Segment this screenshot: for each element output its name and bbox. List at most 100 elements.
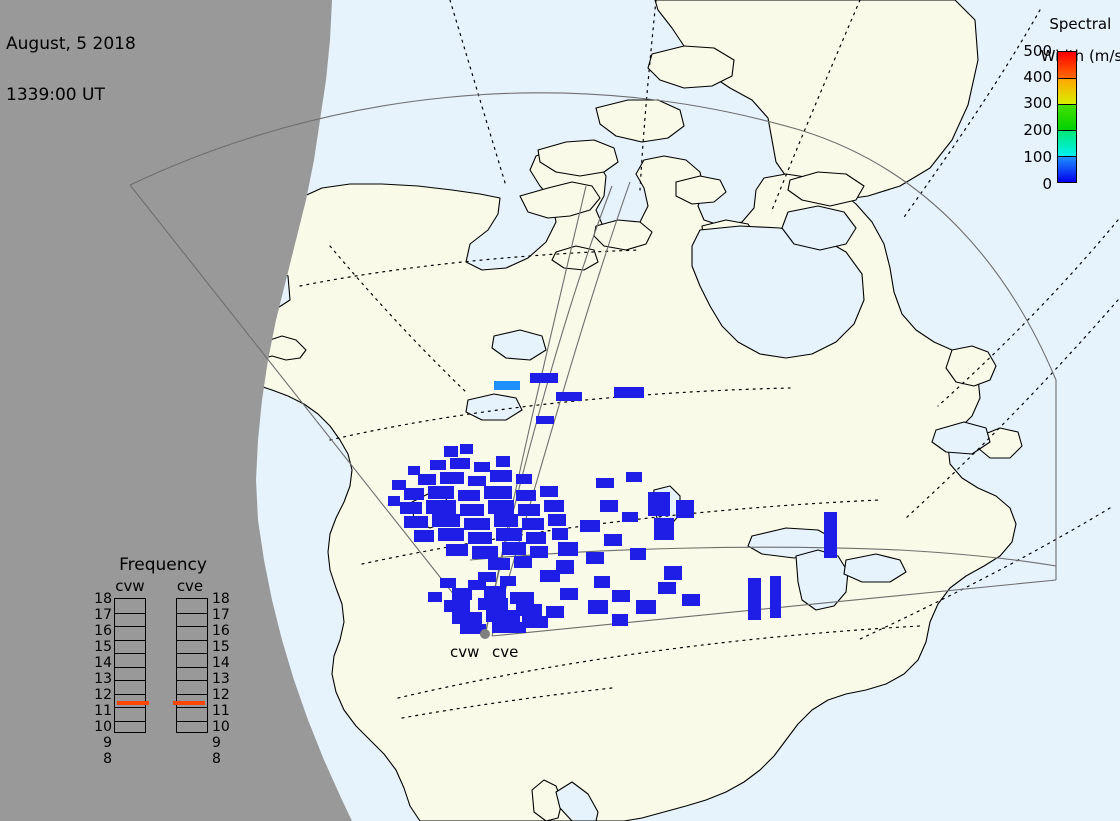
cell bbox=[558, 542, 578, 556]
freq-label-16: 16 bbox=[94, 623, 112, 639]
cell bbox=[530, 546, 548, 558]
freq-label-18: 18 bbox=[212, 591, 230, 607]
freq-tick-11 bbox=[177, 693, 207, 695]
freq-label-18: 18 bbox=[94, 591, 112, 607]
freq-label-9: 9 bbox=[103, 735, 112, 751]
freq-tick-13 bbox=[177, 666, 207, 668]
cell bbox=[460, 624, 486, 634]
great-slave-lake bbox=[465, 393, 523, 421]
cell bbox=[516, 474, 532, 484]
cell bbox=[612, 614, 628, 626]
cell bbox=[536, 416, 554, 424]
cell bbox=[600, 500, 618, 512]
colorbar-tick-labels: 500 400 300 200 100 0 bbox=[1004, 40, 1052, 195]
freq-tick-11 bbox=[115, 693, 145, 695]
great-bear-lake bbox=[491, 329, 547, 361]
backscatter-cells bbox=[388, 373, 837, 634]
freq-tick-13 bbox=[115, 666, 145, 668]
grid-parallel-5 bbox=[401, 687, 613, 719]
cell bbox=[604, 534, 622, 546]
baja-california bbox=[531, 779, 563, 821]
cell bbox=[510, 592, 534, 604]
frequency-panel: Frequency cvw cve bbox=[92, 556, 234, 788]
labrador-land bbox=[945, 345, 997, 387]
freq-tick-14 bbox=[177, 653, 207, 654]
cell bbox=[636, 600, 656, 614]
colorbar-tick-500: 500 bbox=[1023, 42, 1052, 60]
colorbar-segment-200-300 bbox=[1058, 104, 1076, 130]
freq-label-17: 17 bbox=[212, 607, 230, 623]
colorbar-tick-100: 100 bbox=[1023, 148, 1052, 166]
cell bbox=[748, 578, 761, 620]
timestamp-time: 1339:00 UT bbox=[6, 85, 105, 105]
freq-label-11: 11 bbox=[212, 703, 230, 719]
cell bbox=[426, 500, 456, 514]
grid-meridian-6 bbox=[857, 507, 1111, 641]
freq-label-17: 17 bbox=[94, 607, 112, 623]
grid-parallel-2 bbox=[329, 387, 791, 441]
cell bbox=[626, 472, 642, 482]
freq-label-10: 10 bbox=[212, 719, 230, 735]
colorbar-segment-100-200 bbox=[1058, 130, 1076, 156]
freq-label-15: 15 bbox=[94, 639, 112, 655]
site-label-cvw: cvw bbox=[450, 643, 480, 661]
cell bbox=[474, 462, 490, 472]
freq-label-13: 13 bbox=[94, 671, 112, 687]
cell bbox=[428, 592, 442, 602]
freq-tick-9 bbox=[177, 720, 207, 722]
freq-tick-10 bbox=[115, 707, 145, 708]
cell bbox=[544, 500, 564, 512]
grid-meridian-4 bbox=[937, 219, 1119, 407]
cell bbox=[484, 586, 506, 598]
cell bbox=[388, 496, 400, 506]
frequency-marker-cvw bbox=[117, 701, 149, 705]
colorbar-title-line1: Spectral bbox=[1049, 15, 1112, 33]
freq-tick-16 bbox=[177, 626, 207, 627]
grid-parallel-1 bbox=[299, 249, 641, 287]
freq-label-13: 13 bbox=[212, 671, 230, 687]
cell bbox=[594, 576, 610, 588]
cell bbox=[430, 460, 446, 470]
cell bbox=[612, 590, 630, 602]
cell bbox=[488, 558, 510, 570]
cell bbox=[622, 512, 638, 522]
cell bbox=[556, 560, 574, 574]
colorbar-gradient-box bbox=[1057, 51, 1077, 183]
cell bbox=[400, 502, 422, 514]
cell bbox=[404, 516, 428, 528]
cell bbox=[664, 566, 682, 580]
cell bbox=[518, 504, 540, 516]
timestamp-date: August, 5 2018 bbox=[6, 34, 136, 54]
frequency-marker-cve bbox=[173, 701, 205, 705]
grid-parallel-4 bbox=[397, 625, 921, 699]
cell bbox=[648, 492, 670, 516]
cell bbox=[440, 578, 456, 588]
grid-meridian-1 bbox=[639, 0, 657, 191]
cell bbox=[580, 520, 600, 532]
cell bbox=[522, 518, 544, 530]
freq-tick-16 bbox=[115, 626, 145, 627]
gulf-of-california bbox=[555, 781, 599, 821]
colorbar-tick-400: 400 bbox=[1023, 68, 1052, 86]
cell bbox=[540, 570, 560, 582]
cell bbox=[514, 556, 532, 568]
grid-parallel-3 bbox=[361, 499, 881, 565]
inland-water bbox=[465, 205, 991, 821]
cell bbox=[586, 552, 604, 564]
colorbar-segment-300-400 bbox=[1058, 78, 1076, 104]
great-lakes-erie-ontario bbox=[843, 553, 907, 583]
radar-site-marker bbox=[480, 629, 490, 639]
cell bbox=[494, 381, 520, 390]
solar-terminator-shading bbox=[0, 0, 352, 821]
cell bbox=[414, 530, 434, 542]
freq-tick-17 bbox=[115, 612, 145, 614]
freq-label-10: 10 bbox=[94, 719, 112, 735]
cell bbox=[478, 572, 496, 582]
cell bbox=[468, 476, 486, 486]
grid-meridian-7 bbox=[449, 0, 507, 187]
colorbar-segment-400-500 bbox=[1058, 52, 1076, 78]
colorbar-tick-200: 200 bbox=[1023, 121, 1052, 139]
colorbar-tick-0: 0 bbox=[1042, 175, 1052, 193]
